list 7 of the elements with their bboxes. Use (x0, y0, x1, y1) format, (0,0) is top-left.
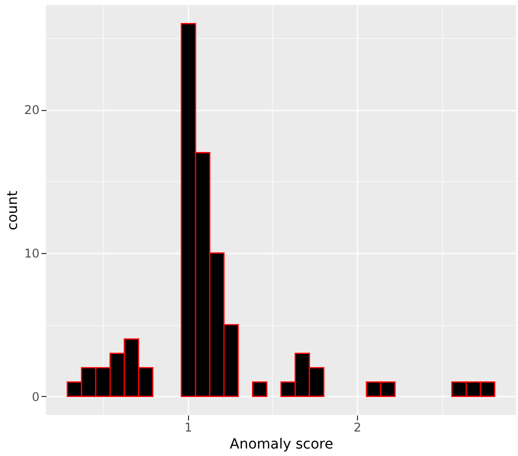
y-axis-title: count (5, 190, 22, 230)
y-tick-label: 0 (32, 390, 40, 404)
x-tick-label: 1 (184, 420, 192, 434)
y-tick-label: 10 (24, 246, 40, 261)
x-axis-title: Anomaly score (230, 436, 334, 452)
x-tick-label: 2 (354, 420, 362, 434)
y-tick-label: 20 (24, 103, 40, 118)
